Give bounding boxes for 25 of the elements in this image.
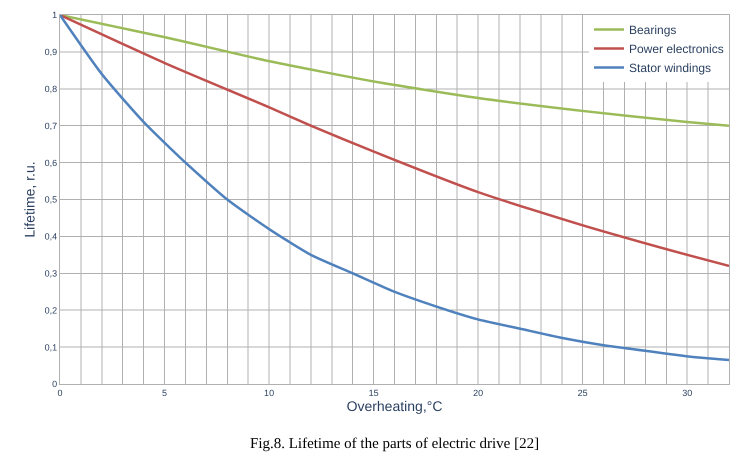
- x-tick-label: 10: [264, 388, 274, 398]
- x-tick-label: 5: [162, 388, 168, 398]
- y-tick-label: 0,5: [44, 194, 58, 205]
- y-tick-label: 0,8: [44, 84, 58, 94]
- legend-label: Bearings: [629, 23, 676, 38]
- y-tick-label: 0,2: [44, 305, 58, 316]
- legend-label: Power electronics: [629, 42, 724, 56]
- caption: Fig.8. Lifetime of the parts of electric drive [22]: [250, 436, 540, 452]
- y-tick-label: 0,6: [44, 158, 58, 168]
- y-tick-label: 0,3: [44, 268, 58, 278]
- x-tick-label: 15: [368, 388, 379, 398]
- line-series: [60, 15, 729, 362]
- x-axis-title: Overheating,°C: [346, 398, 442, 414]
- x-tick-label: 30: [682, 388, 692, 398]
- x-tick-label: 20: [473, 388, 484, 398]
- y-tick-label: 0,1: [44, 342, 58, 352]
- legend-label: Stator windings: [629, 61, 712, 76]
- y-tick-label: 0,4: [44, 232, 58, 242]
- y-tick-label: 0,9: [44, 47, 58, 58]
- y-tick-label: 0,7: [44, 120, 58, 131]
- y-axis-title: Lifetime, r.u.: [21, 161, 38, 238]
- x-tick-label: 25: [578, 388, 588, 398]
- line-series: [60, 15, 729, 268]
- y-tick-label: 0: [52, 379, 58, 390]
- y-tick-label: 1: [52, 10, 58, 20]
